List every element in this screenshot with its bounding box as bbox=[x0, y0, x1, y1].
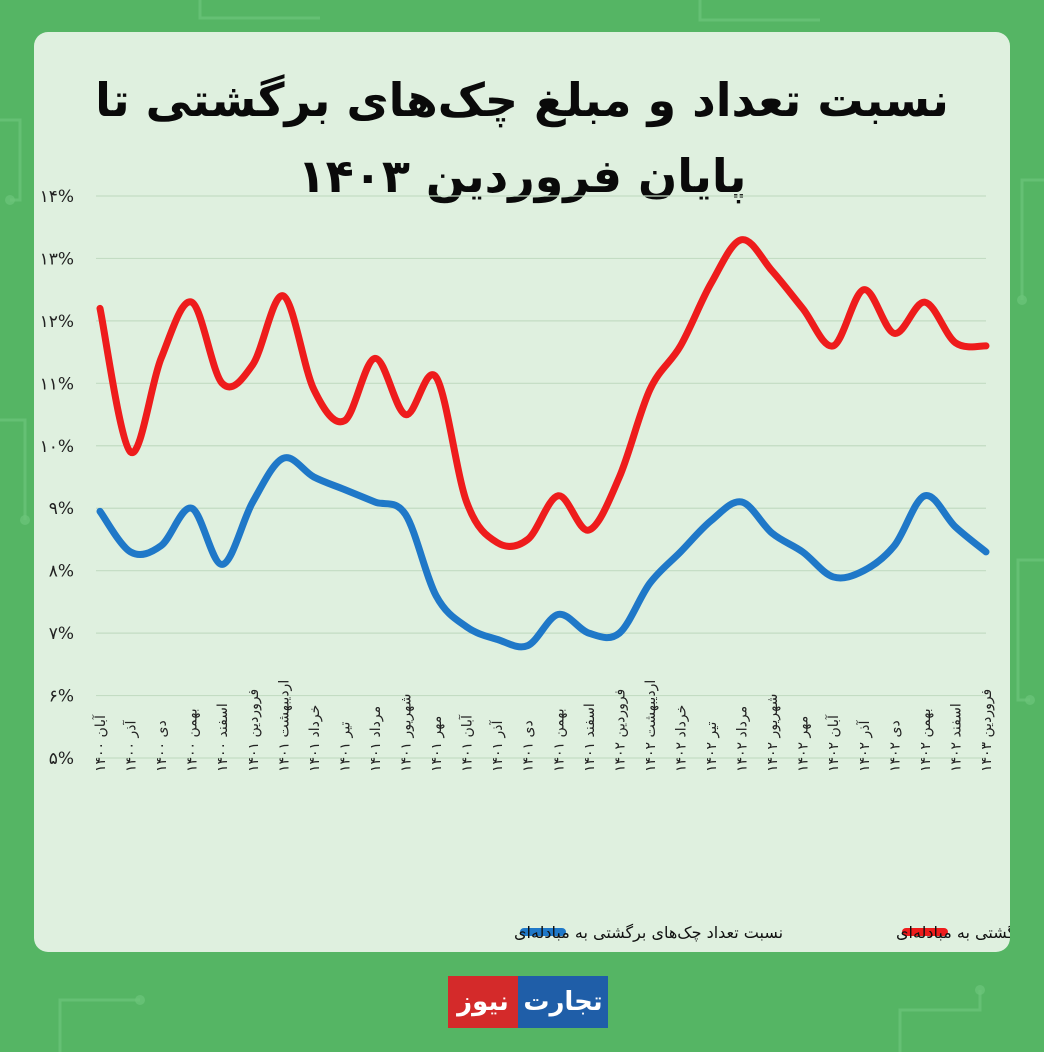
series-line-1 bbox=[96, 236, 990, 550]
x-tick-label: اسفند ۱۴۰۰ bbox=[215, 703, 231, 772]
x-tick-label: فروردین ۱۴۰۳ bbox=[979, 689, 995, 772]
x-tick-label: اسفند ۱۴۰۲ bbox=[948, 703, 964, 772]
x-tick-label: دی ۱۴۰۱ bbox=[521, 720, 537, 772]
x-tick-label: آذر ۱۴۰۰ bbox=[123, 719, 140, 772]
x-tick-label: فروردین ۱۴۰۲ bbox=[612, 689, 628, 772]
x-tick-label: خرداد ۱۴۰۱ bbox=[307, 705, 323, 772]
y-tick-label: ۶% bbox=[49, 687, 74, 707]
chart-title: نسبت تعداد و مبلغ چک‌های برگشتی تا پایان… bbox=[95, 73, 949, 203]
y-tick-label: ۱۲% bbox=[40, 312, 74, 332]
x-tick-label: مرداد ۱۴۰۲ bbox=[735, 706, 751, 772]
x-tick-label: بهمن ۱۴۰۲ bbox=[918, 708, 934, 772]
y-tick-label: ۵% bbox=[49, 749, 74, 769]
x-tick-label: تیر ۱۴۰۲ bbox=[704, 722, 720, 772]
y-tick-label: ۷% bbox=[49, 624, 74, 644]
x-tick-label: آبان ۱۴۰۲ bbox=[825, 714, 842, 772]
x-tick-label: دی ۱۴۰۲ bbox=[887, 720, 903, 772]
x-tick-label: آبان ۱۴۰۰ bbox=[92, 714, 109, 772]
brand-logo: تجارت نیوز bbox=[448, 976, 608, 1028]
x-tick-label: مرداد ۱۴۰۱ bbox=[368, 706, 384, 772]
logo-part-2: نیوز bbox=[448, 976, 518, 1028]
x-tick-label: آبان ۱۴۰۱ bbox=[459, 714, 476, 772]
x-tick-label: شهریور ۱۴۰۲ bbox=[765, 694, 781, 772]
x-tick-label: آذر ۱۴۰۱ bbox=[489, 719, 506, 772]
x-tick-label: فروردین ۱۴۰۱ bbox=[246, 689, 262, 772]
x-tick-label: اردیبهشت ۱۴۰۲ bbox=[643, 680, 659, 772]
x-tick-label: مهر ۱۴۰۱ bbox=[429, 716, 445, 772]
y-tick-label: ۱۳% bbox=[40, 249, 74, 269]
x-tick-label: مهر ۱۴۰۲ bbox=[796, 716, 812, 772]
legend-label-1: نسبت مبلغ چک‌های برگشتی به مبادله‌ای bbox=[896, 923, 1010, 943]
legend-label-2: نسبت تعداد چک‌های برگشتی به مبادله‌ای bbox=[514, 923, 783, 943]
x-tick-label: اردیبهشت ۱۴۰۱ bbox=[276, 680, 292, 772]
y-tick-label: ۹% bbox=[49, 499, 74, 519]
x-tick-label: بهمن ۱۴۰۰ bbox=[185, 708, 201, 772]
logo-part-1: تجارت bbox=[518, 976, 608, 1028]
y-tick-label: ۱۴% bbox=[40, 187, 74, 207]
y-tick-label: ۱۱% bbox=[40, 374, 74, 394]
series-line-2 bbox=[96, 454, 990, 651]
x-tick-label: دی ۱۴۰۰ bbox=[154, 720, 170, 772]
chart-card: نسبت تعداد و مبلغ چک‌های برگشتی تا پایان… bbox=[34, 32, 1010, 952]
x-tick-label: اسفند ۱۴۰۱ bbox=[582, 703, 598, 772]
x-tick-label: آذر ۱۴۰۲ bbox=[856, 719, 873, 772]
line-chart: ۵% ۶% ۷% ۸% ۹% ۱۰% ۱۱% ۱۲% ۱۳% ۱۴% آبان ۱۴۰۰ آذر ۱۴… bbox=[40, 187, 1010, 943]
x-tick-label: تیر ۱۴۰۱ bbox=[337, 722, 353, 772]
y-tick-label: ۸% bbox=[49, 562, 74, 582]
x-tick-label: خرداد ۱۴۰۲ bbox=[673, 705, 689, 772]
y-tick-label: ۱۰% bbox=[40, 437, 74, 457]
x-tick-label: بهمن ۱۴۰۱ bbox=[551, 708, 567, 772]
x-tick-label: شهریور ۱۴۰۱ bbox=[399, 694, 415, 772]
